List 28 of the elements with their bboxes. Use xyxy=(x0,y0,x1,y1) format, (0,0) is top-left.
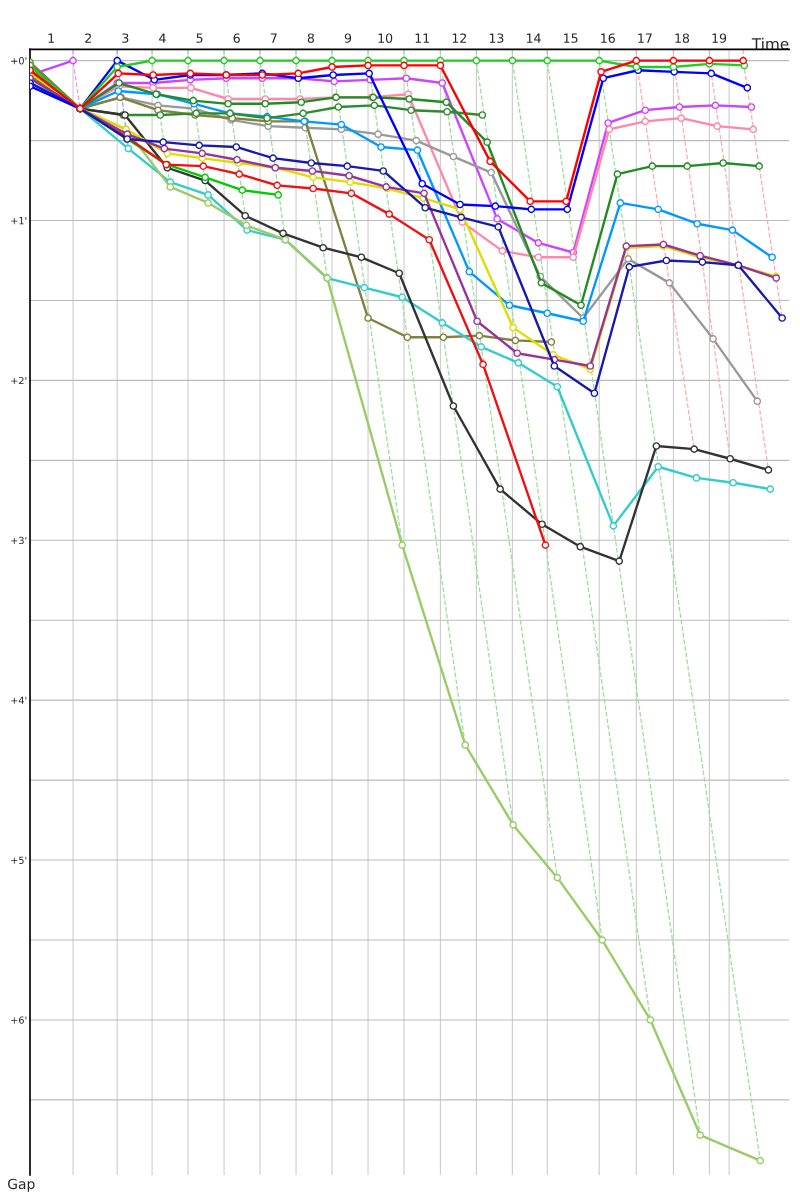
y-tick-label: +3' xyxy=(11,536,27,545)
x-tick-label: 9 xyxy=(344,33,352,43)
x-tick-label: 16 xyxy=(601,33,615,43)
x-tick-label: 6 xyxy=(233,33,240,43)
y-tick-label: +4' xyxy=(11,696,27,704)
x-tick-label: 1 xyxy=(48,33,54,43)
x-tick-label: 7 xyxy=(270,33,277,43)
y-tick-label: +6' xyxy=(11,1016,27,1024)
x-tick-label: 13 xyxy=(489,33,504,43)
x-tick-label: 3 xyxy=(122,33,129,43)
x-tick-label: 5 xyxy=(196,33,203,43)
x-tick-label: 4 xyxy=(159,33,166,43)
x-tick-label: 15 xyxy=(564,33,578,43)
x-tick-label: 14 xyxy=(526,33,541,43)
x-tick-label: 12 xyxy=(452,33,467,43)
y-tick-label: +0' xyxy=(11,57,27,65)
x-tick-label: 11 xyxy=(415,33,430,43)
y-tick-label: +1' xyxy=(11,217,27,225)
y-axis-title: Gap xyxy=(8,1178,35,1192)
x-tick-label: 8 xyxy=(307,33,315,43)
y-tick-label: +5' xyxy=(11,856,27,864)
y-tick-label: +2' xyxy=(11,376,27,385)
x-axis-title: Time xyxy=(751,37,789,50)
x-tick-label: 18 xyxy=(675,33,690,43)
x-tick-label: 2 xyxy=(85,33,91,43)
x-tick-label: 10 xyxy=(378,33,393,43)
x-tick-label: 17 xyxy=(638,33,652,43)
x-tick-label: 19 xyxy=(712,33,727,43)
